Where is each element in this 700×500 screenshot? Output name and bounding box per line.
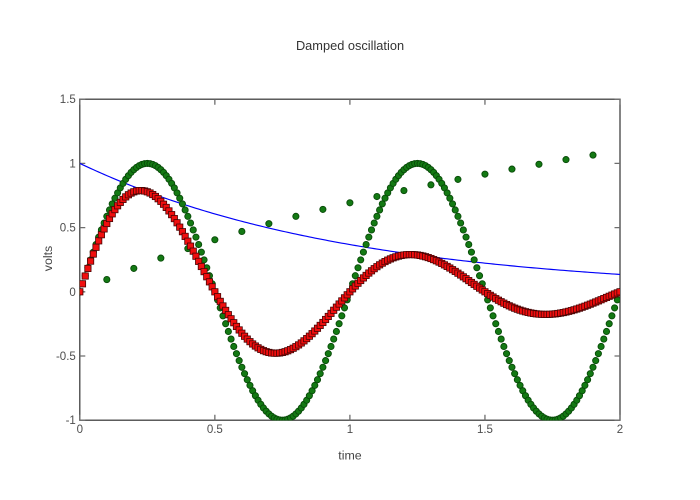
svg-text:volts: volts (41, 246, 55, 271)
svg-text:0: 0 (77, 424, 83, 436)
svg-text:1: 1 (69, 158, 75, 170)
svg-text:1: 1 (347, 424, 353, 436)
svg-text:0.5: 0.5 (207, 424, 223, 436)
svg-text:0.5: 0.5 (60, 223, 76, 235)
svg-text:1.5: 1.5 (60, 94, 76, 106)
svg-text:Damped oscillation: Damped oscillation (296, 38, 404, 53)
svg-text:0: 0 (69, 287, 75, 299)
svg-text:-0.5: -0.5 (56, 351, 76, 363)
svg-text:1.5: 1.5 (477, 424, 493, 436)
svg-text:2: 2 (617, 424, 623, 436)
svg-text:-1: -1 (66, 415, 76, 427)
svg-text:time: time (338, 449, 362, 463)
